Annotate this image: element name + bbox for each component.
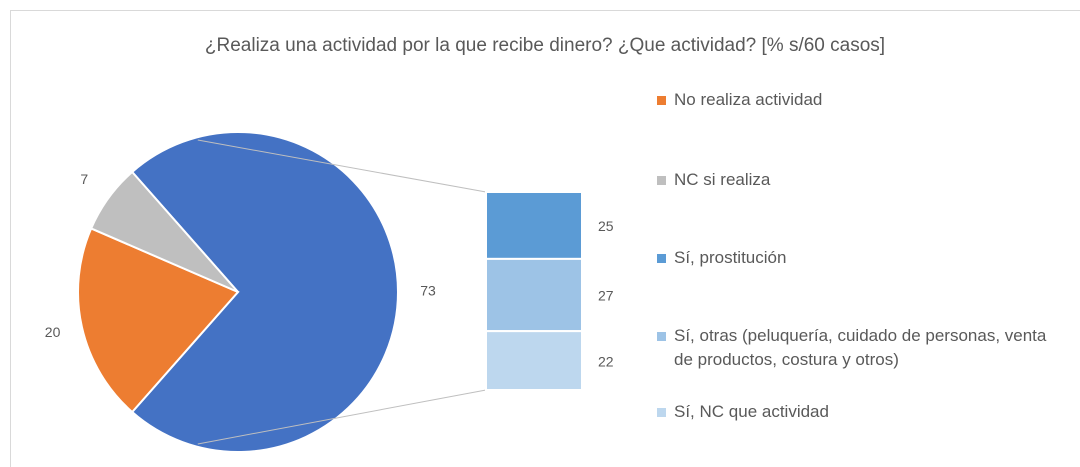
data-label: 25 (598, 218, 614, 234)
data-label: 20 (45, 324, 61, 340)
bar-segment (485, 257, 583, 333)
legend-label: NC si realiza (674, 170, 771, 189)
bar-segment (485, 191, 583, 260)
legend-swatch (657, 332, 666, 341)
legend-item: No realiza actividad (657, 88, 822, 112)
legend-swatch (657, 408, 666, 417)
data-label: 27 (598, 288, 614, 304)
chart-title: ¿Realiza una actividad por la que recibe… (205, 35, 885, 56)
legend-label: Sí, NC que actividad (674, 402, 829, 421)
legend-swatch (657, 96, 666, 105)
legend-swatch (657, 254, 666, 263)
connector (197, 389, 487, 445)
legend-item: NC si realiza (657, 168, 770, 192)
legend-item: Sí, NC que actividad (657, 400, 829, 424)
legend-label: No realiza actividad (674, 90, 823, 109)
legend-swatch (657, 176, 666, 185)
data-label: 22 (598, 353, 614, 369)
data-label: 7 (80, 171, 88, 187)
pie-slice (89, 170, 239, 293)
legend-label: Sí, otras (peluquería, cuidado de person… (674, 326, 1047, 369)
pie-slice (130, 131, 399, 453)
bar-segment (485, 330, 583, 391)
legend-item: Sí, otras (peluquería, cuidado de person… (657, 324, 1067, 372)
connector (197, 139, 487, 193)
legend-label: Sí, prostitución (674, 248, 787, 267)
legend-item: Sí, prostitución (657, 246, 786, 270)
pie-slice (77, 227, 240, 414)
frame (10, 10, 1080, 467)
data-label: 73 (420, 283, 436, 299)
